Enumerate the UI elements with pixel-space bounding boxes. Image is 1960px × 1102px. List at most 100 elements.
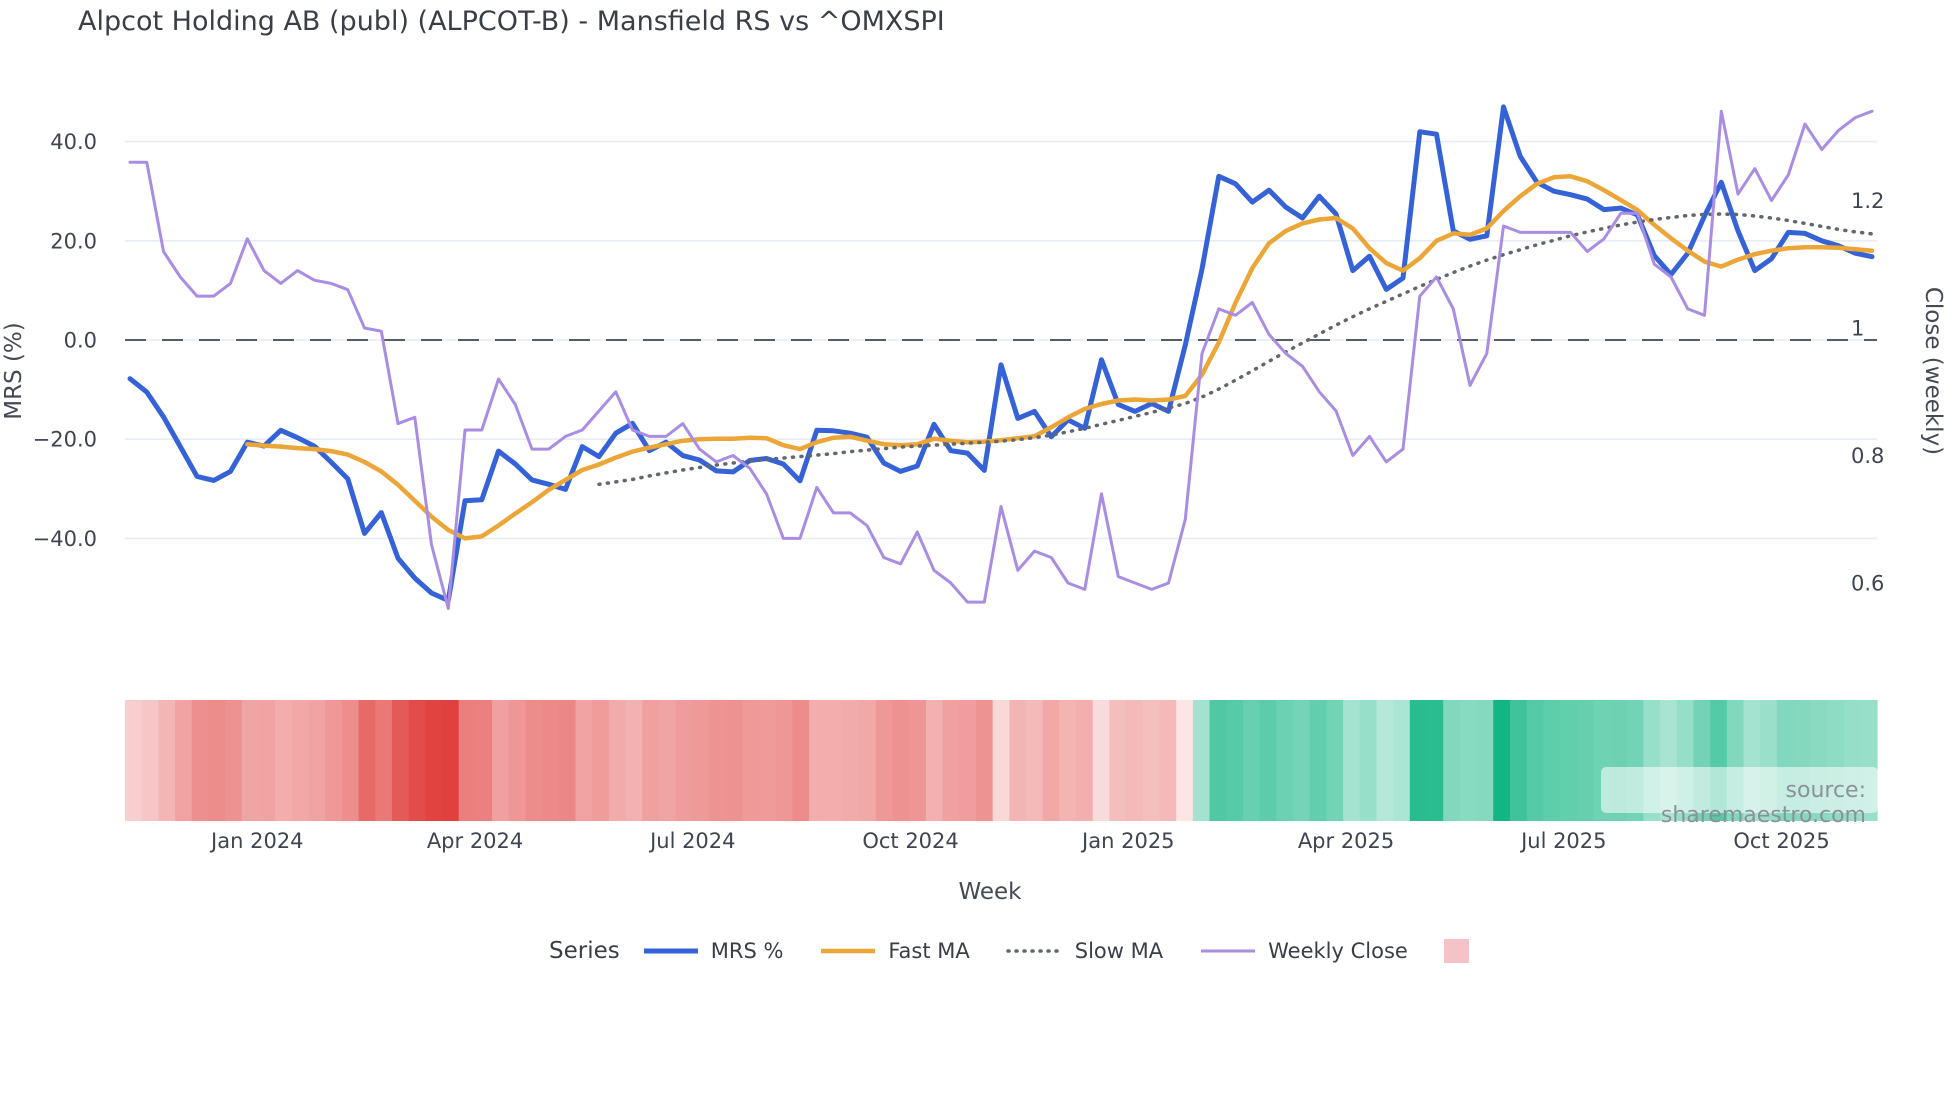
heatmap-strip-band [1192, 700, 1211, 821]
heatmap-strip-band [158, 700, 176, 821]
heatmap-strip-band [358, 700, 376, 821]
legend-item-label: MRS % [710, 939, 784, 963]
heatmap-strip-band [408, 700, 426, 821]
heatmap-strip-band [258, 700, 276, 821]
y-left-tick-label: 0.0 [64, 329, 97, 353]
heatmap-strip-band [1242, 700, 1261, 821]
legend-item-label: Slow MA [1074, 939, 1164, 963]
heatmap-strip-band [1476, 700, 1494, 821]
slow-ma-dotted-swatch-icon [1006, 948, 1064, 954]
heatmap-strip-band [1459, 700, 1478, 821]
heatmap-strip-band [375, 700, 393, 821]
legend: Series MRS % Fast MA Slow MA Weekly Clos… [0, 926, 1960, 976]
heatmap-strip-band [1493, 700, 1511, 821]
heatmap-strip-band [1226, 700, 1244, 821]
heatmap-strip-band [1159, 700, 1177, 821]
y-left-tick-label: −20.0 [33, 428, 97, 452]
heatmap-strip-band [341, 700, 360, 821]
heatmap-strip-band [959, 700, 977, 821]
heatmap-strip-band [141, 700, 159, 821]
heatmap-strip-band [1443, 700, 1461, 821]
heatmap-strip-band [391, 700, 410, 821]
heatmap-strip-band [308, 700, 326, 821]
y-left-tick-label: 40.0 [50, 130, 97, 154]
heatmap-strip-band [1509, 700, 1528, 821]
legend-item-mrs[interactable]: MRS % [642, 939, 784, 963]
source-watermark-box [1601, 767, 1878, 813]
legend-item-fast-ma[interactable]: Fast MA [819, 939, 970, 963]
heatmap-strip-band [1126, 700, 1144, 821]
heatmap-strip-band [492, 700, 510, 821]
heatmap-strip-band [1426, 700, 1444, 821]
heatmap-strip-band [675, 700, 693, 821]
heatmap-strip-band [992, 700, 1010, 821]
series-line-weekly-close[interactable] [128, 109, 1874, 610]
y-left-tick-label: −40.0 [33, 527, 97, 551]
heatmap-swatch-icon[interactable] [1443, 939, 1469, 963]
heatmap-strip-band [1009, 700, 1027, 821]
heatmap-strip-band [508, 700, 527, 821]
legend-title: Series [549, 938, 620, 964]
series-line-slow-ma[interactable] [597, 212, 1874, 487]
heatmap-strip-band [1092, 700, 1111, 821]
y-axis-left-title: MRS (%) [1, 322, 27, 420]
heatmap-strip-band [1076, 700, 1094, 821]
heatmap-strip-band [1293, 700, 1311, 821]
heatmap-strip-band [1276, 700, 1294, 821]
heatmap-strip-band [425, 700, 443, 821]
heatmap-strip-band [809, 700, 827, 821]
heatmap-strip-band [291, 700, 310, 821]
heatmap-strip-band [1176, 700, 1194, 821]
heatmap-strip-band [725, 700, 743, 821]
heatmap-strip-band [475, 700, 493, 821]
heatmap-strip-band [975, 700, 994, 821]
heatmap-strip-band [525, 700, 543, 821]
series-line-fast-ma[interactable] [245, 174, 1875, 541]
heatmap-strip-band [558, 700, 577, 821]
legend-item-label: Fast MA [888, 939, 970, 963]
x-tick-label: Jan 2025 [1080, 829, 1175, 853]
heatmap-strip-band [792, 700, 810, 821]
y-right-tick-label: 0.8 [1851, 444, 1884, 468]
y-right-tick-label: 1 [1851, 317, 1864, 341]
heatmap-strip-band [1109, 700, 1127, 821]
heatmap-strip-band [1259, 700, 1277, 821]
heatmap-strip-band [1409, 700, 1428, 821]
heatmap-strip-band [892, 700, 910, 821]
fast-ma-line-swatch-icon [819, 948, 877, 954]
heatmap-strip-band [759, 700, 777, 821]
heatmap-strip-band [1326, 700, 1344, 821]
heatmap-strip-band [442, 700, 460, 821]
x-tick-label: Oct 2024 [862, 829, 958, 853]
heatmap-strip-band [575, 700, 593, 821]
heatmap-strip-band [1142, 700, 1161, 821]
source-note: source: sharemaestro.com [1660, 778, 1866, 828]
heatmap-strip-band [241, 700, 260, 821]
heatmap-strip-band [692, 700, 710, 821]
heatmap-strip-band [125, 700, 143, 821]
heatmap-strip-band [859, 700, 877, 821]
heatmap-strip-band [175, 700, 193, 821]
legend-item-label: Weekly Close [1268, 939, 1408, 963]
heatmap-strip-band [1376, 700, 1394, 821]
legend-item-weekly-close[interactable]: Weekly Close [1199, 939, 1408, 963]
series-line-mrs-[interactable] [127, 104, 1875, 603]
heatmap-strip-band [709, 700, 727, 821]
heatmap-strip-band [1576, 700, 1594, 821]
heatmap-strip-band [825, 700, 844, 821]
mrs-line-swatch-icon [642, 948, 700, 954]
x-tick-label: Jul 2024 [648, 829, 735, 853]
y-right-tick-label: 1.2 [1851, 189, 1884, 213]
heatmap-strip-band [1059, 700, 1077, 821]
y-axis-right-title: Close (weekly) [1920, 286, 1946, 456]
legend-item-slow-ma[interactable]: Slow MA [1006, 939, 1163, 963]
x-tick-label: Oct 2025 [1733, 829, 1829, 853]
heatmap-strip-band [608, 700, 627, 821]
heatmap-strip-band [642, 700, 660, 821]
heatmap-strip-band [1309, 700, 1327, 821]
y-right-tick-label: 0.6 [1851, 572, 1884, 596]
heatmap-strip-band [1209, 700, 1227, 821]
x-tick-label: Apr 2024 [427, 829, 523, 853]
